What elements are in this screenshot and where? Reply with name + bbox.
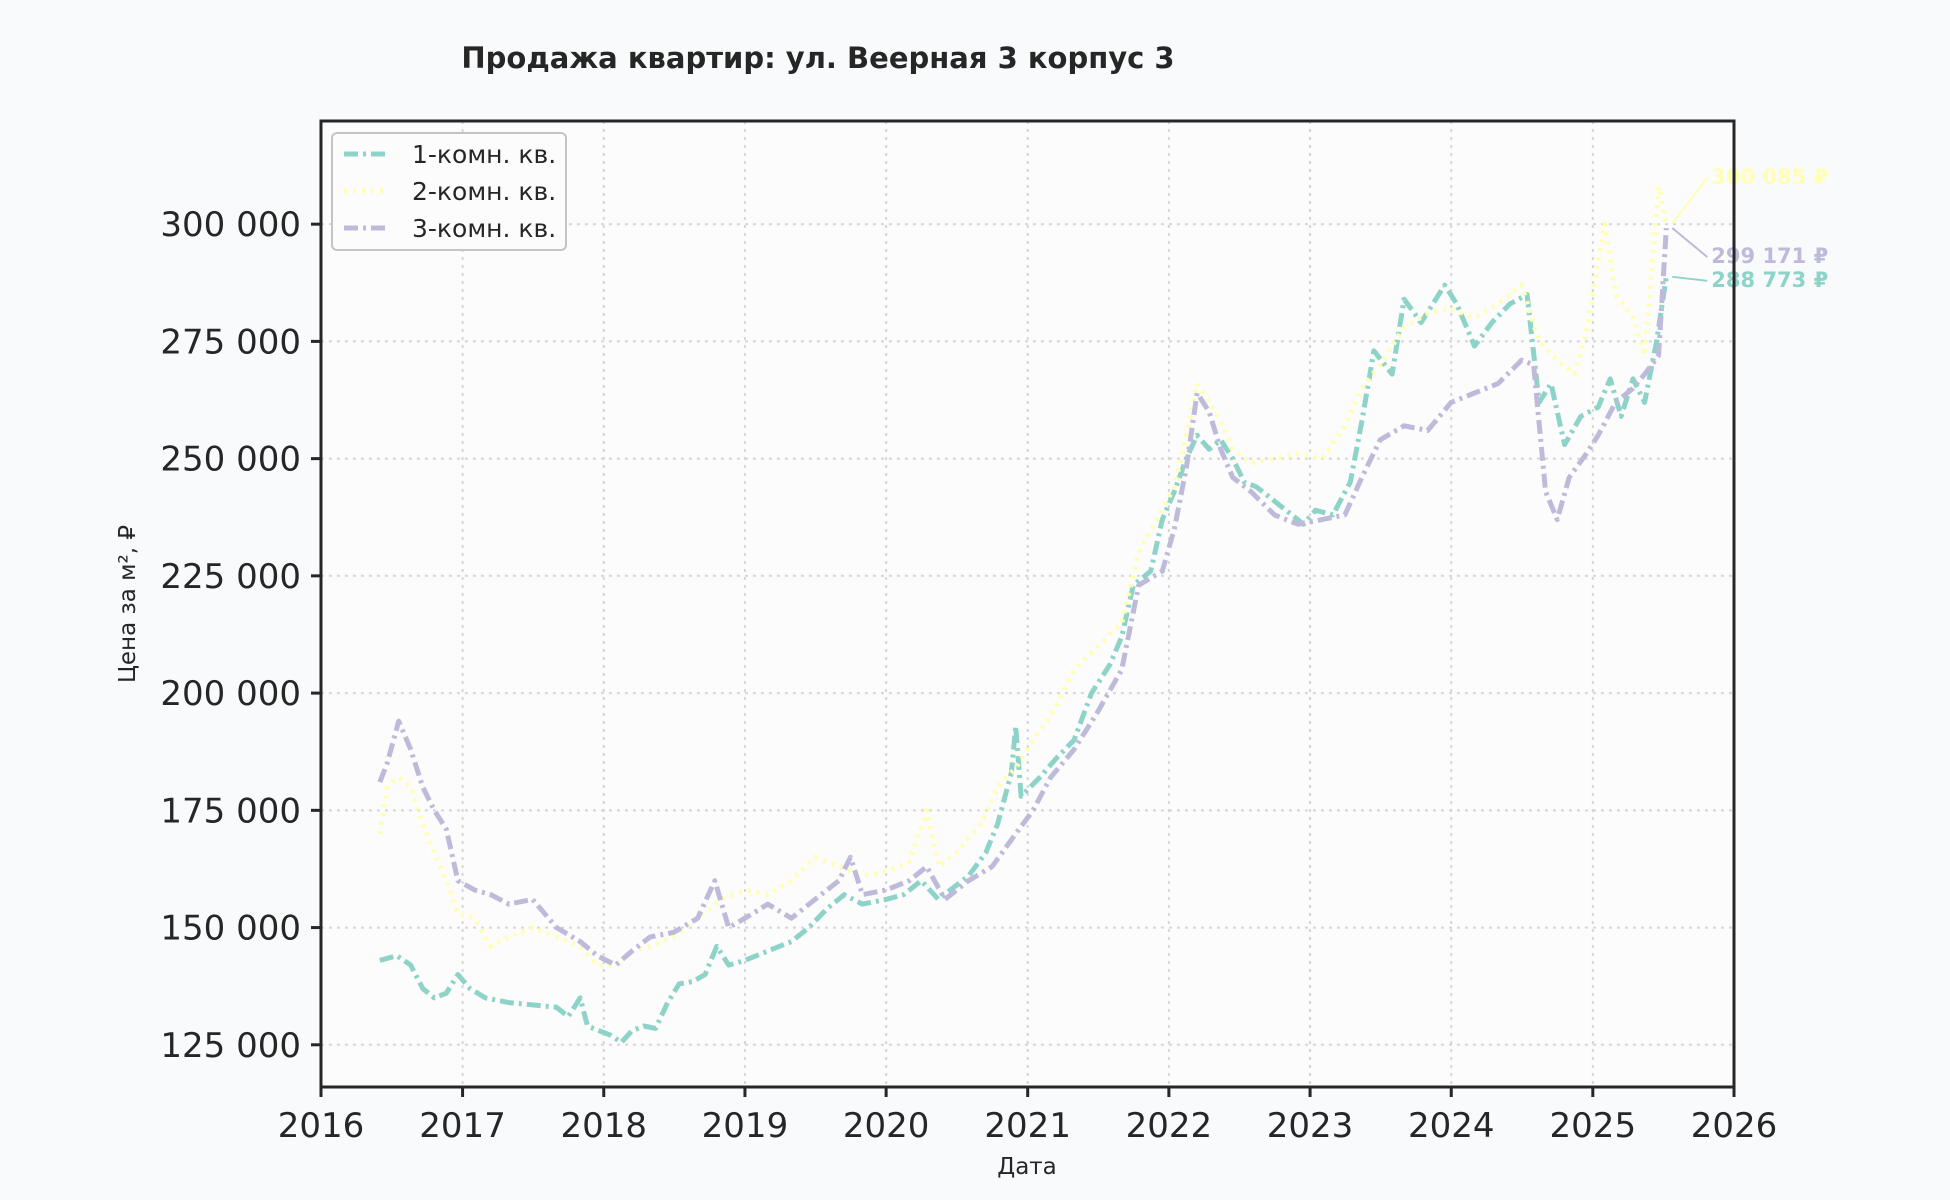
series-line <box>377 184 1669 968</box>
legend-box <box>331 132 567 251</box>
series-lines <box>377 184 1669 1045</box>
y-tick-label: 250 000 <box>160 440 301 480</box>
x-tick-label: 2024 <box>1408 1106 1495 1146</box>
y-tick-label: 300 000 <box>160 205 301 245</box>
end-label-arrow <box>1671 177 1709 225</box>
legend-label: 2-комн. кв. <box>412 177 556 206</box>
x-tick-label: 2021 <box>984 1106 1071 1146</box>
chart-title: Продажа квартир: ул. Веерная 3 корпус 3 <box>461 41 1174 75</box>
y-axis-label: Цена за м², ₽ <box>115 525 141 683</box>
x-tick-label: 2019 <box>702 1106 789 1146</box>
y-tick-label: 275 000 <box>160 322 301 362</box>
x-tick-label: 2020 <box>843 1106 930 1146</box>
x-tick-label: 2016 <box>278 1106 365 1146</box>
x-tick-label: 2026 <box>1691 1106 1778 1146</box>
y-tick-label: 200 000 <box>160 674 301 714</box>
legend-label: 1-комн. кв. <box>412 140 556 169</box>
end-label-arrow <box>1672 275 1708 282</box>
end-label-arrow <box>1671 227 1708 258</box>
end-label: 300 085 ₽ <box>1711 165 1828 189</box>
y-tick-label: 175 000 <box>160 791 301 831</box>
x-tick-label: 2018 <box>560 1106 647 1146</box>
x-tick-label: 2017 <box>419 1106 506 1146</box>
legend-label: 3-комн. кв. <box>412 214 556 243</box>
series-line <box>379 276 1669 1045</box>
x-axis-label: Дата <box>997 1154 1057 1180</box>
y-tick-label: 225 000 <box>160 557 301 597</box>
legend: 1-комн. кв. 2-комн. кв. 3-комн. кв. <box>331 132 567 251</box>
x-tick-label: 2023 <box>1267 1106 1354 1146</box>
x-tick-label: 2022 <box>1126 1106 1213 1146</box>
x-tick-label: 2025 <box>1550 1106 1637 1146</box>
end-labels: 288 773 ₽ 300 085 ₽ 299 171 ₽ <box>1671 165 1828 292</box>
series-line <box>377 227 1669 968</box>
y-tick-label: 150 000 <box>160 909 301 949</box>
y-axis: 125 000 150 000 175 000 200 000 225 000 250 0… <box>160 205 321 1066</box>
end-label: 299 171 ₽ <box>1711 244 1828 268</box>
x-axis: 2016 2017 2018 2019 2020 2021 2022 2023 2024 2025… <box>278 1087 1778 1146</box>
end-label: 288 773 ₽ <box>1711 268 1828 292</box>
y-tick-label: 125 000 <box>160 1026 301 1066</box>
